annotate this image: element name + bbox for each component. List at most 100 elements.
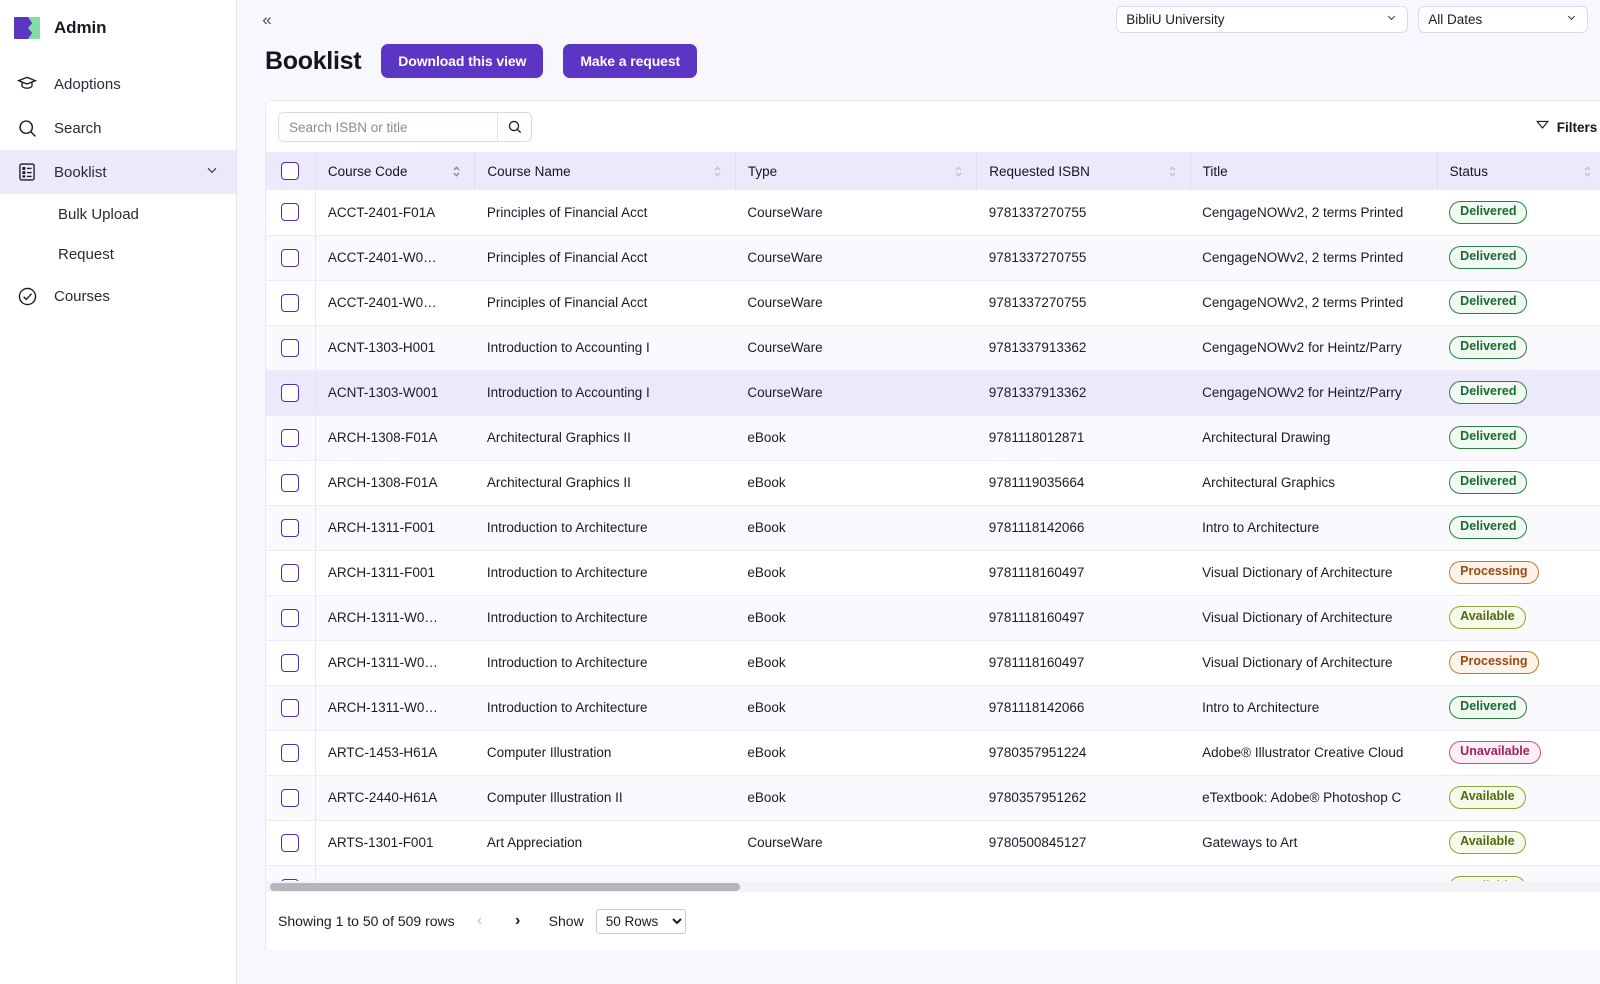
table-row[interactable]: ACCT-2401-W0… Principles of Financial Acc…	[266, 280, 1600, 326]
column-header-title[interactable]: Title	[1190, 152, 1438, 190]
row-select-checkbox[interactable]	[281, 698, 300, 717]
cell-type: eBook	[735, 550, 977, 596]
column-header-status[interactable]: Status	[1437, 152, 1600, 190]
table-row[interactable]: ARCH-1311-F001 Introduction to Architectu…	[266, 550, 1600, 596]
row-select-checkbox[interactable]	[281, 788, 300, 807]
table-horizontal-scrollbar-thumb[interactable]	[270, 883, 740, 891]
row-select-checkbox[interactable]	[281, 833, 300, 852]
row-select-checkbox[interactable]	[281, 743, 300, 762]
row-select-checkbox[interactable]	[281, 563, 300, 582]
row-select-checkbox[interactable]	[281, 428, 300, 447]
cell-type: CourseWare	[735, 865, 977, 881]
cell-requested-isbn: 9780357951262	[976, 775, 1191, 821]
table-row[interactable]: ARCH-1311-F001 Introduction to Architectu…	[266, 505, 1600, 551]
university-select[interactable]: BibliU University	[1116, 5, 1409, 33]
chevron-down-icon[interactable]	[204, 162, 220, 182]
make-a-request-button[interactable]: Make a request	[563, 44, 698, 78]
sort-icon[interactable]	[953, 164, 964, 179]
main-content: « BibliU University All Dates	[237, 0, 1600, 984]
cell-title: Visual Dictionary of Architecture	[1190, 550, 1438, 596]
table-row[interactable]: ARTC-1453-H61A Computer Illustration eBook…	[266, 730, 1600, 776]
sort-icon[interactable]	[451, 164, 462, 179]
filters-button[interactable]: Filters	[1535, 118, 1597, 136]
sidebar-nav: Adoptions Search	[0, 62, 236, 318]
filter-funnel-icon	[1535, 118, 1550, 136]
search-input[interactable]	[279, 113, 497, 141]
cell-status: Unavailable	[1437, 730, 1600, 776]
cell-course-name: Introduction to Accounting I	[474, 325, 736, 371]
status-badge: Available	[1449, 606, 1526, 629]
row-select-checkbox[interactable]	[281, 518, 300, 537]
cell-requested-isbn: 9781118160497	[976, 640, 1191, 686]
cell-course-name: Principles of Financial Acct	[474, 280, 736, 326]
cell-course-code: ARTC-1453-H61A	[315, 730, 475, 776]
cell-course-name: Introduction to Architecture	[474, 550, 736, 596]
table-row[interactable]: ARCH-1311-W0… Introduction to Architectur…	[266, 595, 1600, 641]
sidebar-item-request[interactable]: Request	[0, 234, 236, 274]
row-select-cell	[266, 550, 316, 596]
table-row[interactable]: ARTS-1301-F001 Art Appreciation CourseWare…	[266, 820, 1600, 866]
toolbar-actions: Filters Dates	[1535, 118, 1600, 136]
cell-type: eBook	[735, 730, 977, 776]
row-select-cell	[266, 235, 316, 281]
table-row[interactable]: ARTC-2440-H61A Computer Illustration II eB…	[266, 775, 1600, 821]
row-select-checkbox[interactable]	[281, 338, 300, 357]
university-select-value: BibliU University	[1126, 11, 1225, 27]
cell-title: CengageNOWv2, 2 terms Printed	[1190, 280, 1438, 326]
table-row[interactable]: ARCH-1308-F01A Architectural Graphics II e…	[266, 460, 1600, 506]
table-row[interactable]: ARCH-1311-W0… Introduction to Architectur…	[266, 640, 1600, 686]
sidebar-item-bulk-upload[interactable]: Bulk Upload	[0, 194, 236, 234]
search-submit-button[interactable]	[497, 113, 531, 141]
table-row[interactable]: ACCT-2401-F01A Principles of Financial Ac…	[266, 190, 1600, 236]
cell-title: CengageNOWv2, 2 terms Printed	[1190, 190, 1438, 236]
column-header-course-code[interactable]: Course Code	[315, 152, 476, 190]
cell-type: eBook	[735, 415, 977, 461]
rows-per-page-select[interactable]: 10 Rows25 Rows50 Rows100 Rows	[595, 908, 686, 934]
next-page-button[interactable]: ›	[515, 912, 521, 929]
cell-title: CengageNOWv2, 2 terms Printed	[1190, 235, 1438, 281]
status-badge: Delivered	[1449, 516, 1528, 539]
table-row[interactable]: ARCH-1308-F01A Architectural Graphics II e…	[266, 415, 1600, 461]
row-select-checkbox[interactable]	[281, 293, 300, 312]
cell-course-name: Introduction to Architecture	[474, 595, 736, 641]
row-select-checkbox[interactable]	[281, 653, 300, 672]
column-header-type[interactable]: Type	[735, 152, 978, 190]
row-select-checkbox[interactable]	[281, 608, 300, 627]
showing-rows-label: Showing 1 to 50 of 509 rows	[278, 913, 455, 929]
collapse-sidebar-button[interactable]: «	[262, 10, 272, 29]
column-header-course-name[interactable]: Course Name	[474, 152, 736, 190]
sidebar-item-adoptions[interactable]: Adoptions	[0, 62, 236, 106]
sort-icon[interactable]	[1167, 164, 1178, 179]
column-label: Requested ISBN	[989, 163, 1090, 179]
cell-title: eTextbook: Adobe® Photoshop C	[1190, 775, 1438, 821]
row-select-checkbox[interactable]	[281, 248, 300, 267]
cell-course-name: Architectural Graphics II	[474, 460, 736, 506]
row-select-checkbox[interactable]	[281, 203, 300, 222]
sidebar-item-search[interactable]: Search	[0, 106, 236, 150]
previous-page-button[interactable]: ‹	[477, 912, 483, 929]
table-row[interactable]: ACCT-2401-W0… Principles of Financial Acc…	[266, 235, 1600, 281]
cell-course-name: Introduction to Accounting I	[474, 370, 736, 416]
table-row[interactable]: ACNT-1303-W001 Introduction to Accounting…	[266, 370, 1600, 416]
table-horizontal-scrollbar[interactable]	[266, 881, 1600, 892]
cell-type: eBook	[735, 640, 977, 686]
select-all-checkbox[interactable]	[281, 162, 300, 180]
status-badge: Delivered	[1449, 471, 1528, 494]
dates-select[interactable]: All Dates	[1418, 5, 1589, 33]
download-this-view-button[interactable]: Download this view	[381, 44, 544, 78]
table-row[interactable]: ARTS-1301-F003Art AppreciationCourseWare…	[266, 865, 1600, 881]
sidebar-subitem-label: Bulk Upload	[58, 205, 139, 223]
row-select-checkbox[interactable]	[281, 383, 300, 402]
check-circle-icon	[14, 286, 40, 307]
cell-requested-isbn: 9781118160497	[976, 550, 1191, 596]
booklist-card: Filters Dates	[265, 100, 1600, 950]
column-header-requested-isbn[interactable]: Requested ISBN	[976, 152, 1191, 190]
table-row[interactable]: ACNT-1303-H001 Introduction to Accounting…	[266, 325, 1600, 371]
sidebar-item-courses[interactable]: Courses	[0, 274, 236, 318]
cell-status: Processing	[1437, 550, 1600, 596]
sort-icon[interactable]	[712, 164, 723, 179]
table-row[interactable]: ARCH-1311-W0… Introduction to Architectur…	[266, 685, 1600, 731]
row-select-checkbox[interactable]	[281, 473, 300, 492]
sidebar-item-booklist[interactable]: Booklist	[0, 150, 236, 194]
sort-icon[interactable]	[1582, 164, 1593, 179]
